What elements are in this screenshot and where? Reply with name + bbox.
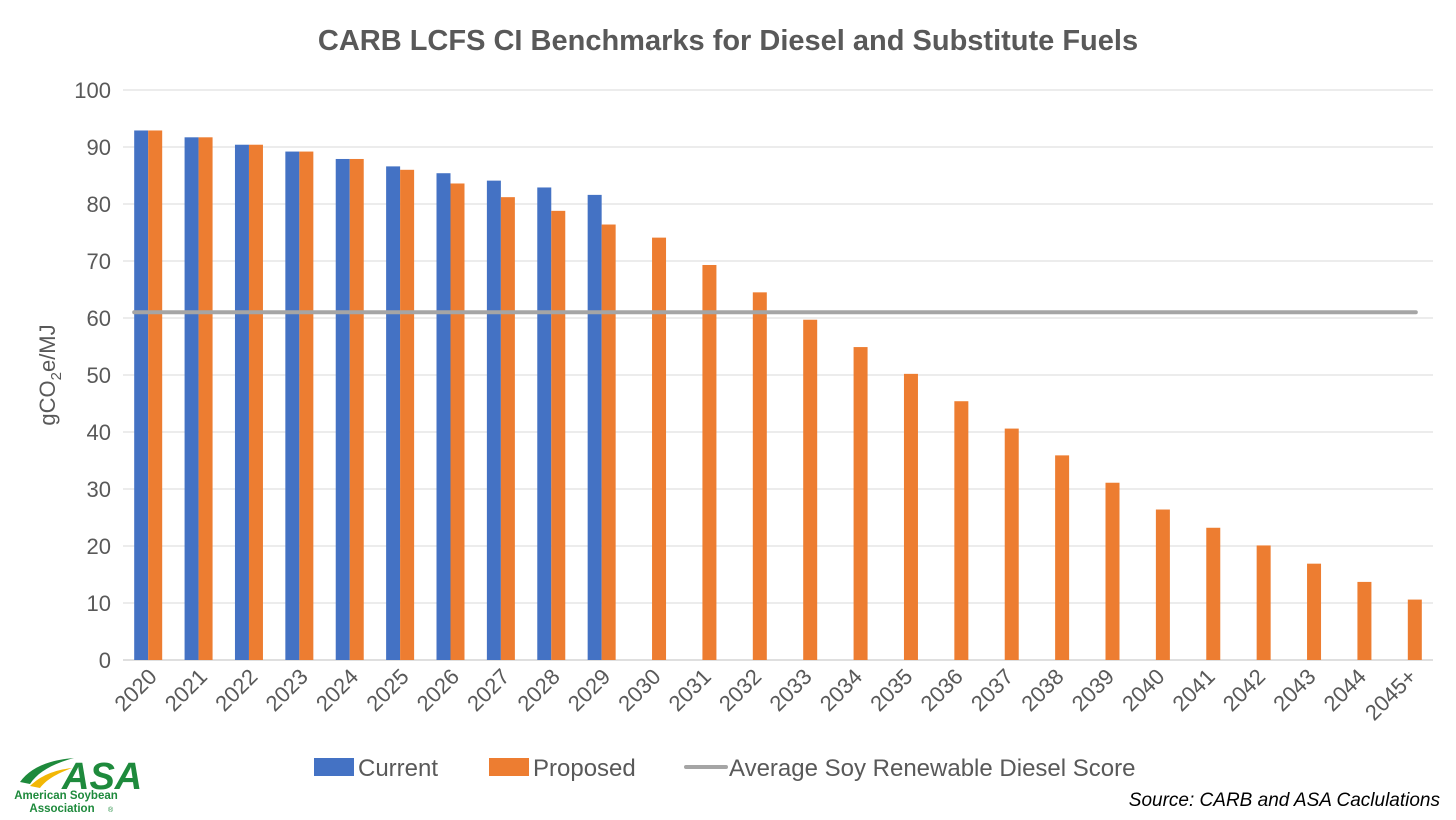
bars — [134, 130, 1422, 661]
x-tick-label-2034: 2034 — [815, 664, 867, 716]
logo-swoosh-green — [20, 758, 74, 784]
y-tick-label-100: 100 — [74, 78, 111, 103]
logo-abbr: ASA — [61, 756, 142, 798]
bar-proposed-2044 — [1357, 581, 1372, 660]
bar-current-2026 — [436, 173, 451, 660]
x-tick-label-2025: 2025 — [361, 664, 413, 716]
y-tick-label-90: 90 — [87, 135, 111, 160]
bar-current-2028 — [537, 187, 552, 660]
x-tick-label-2032: 2032 — [714, 664, 766, 716]
bar-proposed-2041 — [1206, 527, 1221, 660]
bar-proposed-2029 — [601, 224, 616, 660]
bar-proposed-2028 — [551, 210, 566, 660]
bar-proposed-2034 — [853, 347, 868, 660]
bar-current-2021 — [184, 137, 199, 660]
logo-line2: Association — [29, 803, 94, 815]
bar-proposed-2024 — [349, 158, 364, 660]
x-tick-label-2039: 2039 — [1067, 664, 1119, 716]
x-tick-label-2031: 2031 — [664, 664, 716, 716]
y-axis-label: gCO2e/MJ — [35, 324, 65, 425]
bar-current-2023 — [285, 151, 300, 660]
bar-proposed-2030 — [652, 237, 667, 660]
x-tick-label-2036: 2036 — [916, 664, 968, 716]
x-tick-label-2030: 2030 — [613, 664, 665, 716]
bar-proposed-2027 — [500, 197, 515, 660]
y-tick-label-40: 40 — [87, 420, 111, 445]
bar-current-2024 — [335, 158, 350, 660]
y-tick-label-0: 0 — [99, 648, 111, 673]
bar-proposed-2042 — [1256, 545, 1271, 660]
legend-label-current: Current — [358, 755, 438, 782]
x-tick-label-2040: 2040 — [1117, 664, 1169, 716]
y-tick-label-70: 70 — [87, 249, 111, 274]
x-tick-label-2033: 2033 — [764, 664, 816, 716]
bar-proposed-2043 — [1307, 563, 1322, 660]
x-tick-label-2042: 2042 — [1218, 664, 1270, 716]
y-tick-label-20: 20 — [87, 534, 111, 559]
x-tick-label-2026: 2026 — [412, 664, 464, 716]
asa-logo: ASA American Soybean Association ® — [14, 756, 142, 815]
bar-proposed-2033 — [803, 319, 818, 660]
x-tick-label-2020: 2020 — [109, 664, 161, 716]
chart-title: CARB LCFS CI Benchmarks for Diesel and S… — [318, 25, 1138, 57]
bar-current-2025 — [386, 166, 401, 660]
bar-proposed-2036 — [954, 401, 969, 660]
bar-proposed-2020 — [148, 130, 163, 661]
y-axis-ticks: 0 10 20 30 40 50 60 70 80 90 100 — [74, 78, 111, 673]
logo-registered-mark: ® — [108, 806, 114, 814]
y-axis-label-suffix: e/MJ — [35, 324, 60, 372]
x-tick-label-2043: 2043 — [1268, 664, 1320, 716]
x-tick-label-2038: 2038 — [1016, 664, 1068, 716]
y-tick-label-60: 60 — [87, 306, 111, 331]
legend: Current Proposed Average Soy Renewable Die… — [314, 755, 1135, 782]
source-note: Source: CARB and ASA Caclulations — [1129, 790, 1441, 811]
bar-current-2027 — [486, 180, 501, 660]
legend-label-average-soy-renewable-diesel-score: Average Soy Renewable Diesel Score — [729, 755, 1135, 782]
y-axis-label-subscript: 2 — [48, 372, 65, 380]
x-tick-label-2027: 2027 — [462, 664, 514, 716]
bar-proposed-2025 — [400, 169, 415, 661]
legend-swatch-current — [314, 758, 354, 776]
x-tick-label-2045plus: 2045+ — [1360, 664, 1421, 725]
x-tick-label-2024: 2024 — [311, 664, 363, 716]
logo-line1: American Soybean — [14, 790, 118, 802]
bar-proposed-2021 — [198, 137, 213, 660]
y-tick-label-10: 10 — [87, 591, 111, 616]
bar-proposed-2022 — [248, 144, 263, 661]
bar-proposed-2045+ — [1407, 599, 1422, 660]
x-tick-label-2022: 2022 — [210, 664, 262, 716]
logo-swoosh-yellow — [30, 768, 72, 788]
bar-proposed-2038 — [1055, 455, 1070, 660]
y-tick-label-80: 80 — [87, 192, 111, 217]
bar-proposed-2031 — [702, 264, 717, 660]
y-tick-label-30: 30 — [87, 477, 111, 502]
bar-proposed-2026 — [450, 183, 465, 661]
x-tick-label-2021: 2021 — [160, 664, 212, 716]
x-tick-label-2041: 2041 — [1168, 664, 1220, 716]
bar-proposed-2040 — [1155, 509, 1170, 660]
x-tick-label-2028: 2028 — [513, 664, 565, 716]
y-tick-label-50: 50 — [87, 363, 111, 388]
bar-current-2020 — [134, 130, 149, 661]
bar-current-2029 — [587, 194, 602, 660]
x-tick-label-2037: 2037 — [966, 664, 1018, 716]
legend-swatch-proposed — [489, 758, 529, 776]
bar-proposed-2035 — [903, 373, 918, 660]
bar-proposed-2037 — [1004, 428, 1019, 660]
bar-proposed-2039 — [1105, 482, 1120, 660]
bar-proposed-2023 — [299, 151, 314, 660]
x-tick-label-2023: 2023 — [261, 664, 313, 716]
x-tick-label-2029: 2029 — [563, 664, 615, 716]
legend-label-proposed: Proposed — [533, 755, 636, 782]
gridlines — [123, 89, 1433, 661]
bar-current-2022 — [234, 144, 249, 661]
y-axis-label-prefix: gCO — [35, 380, 60, 425]
x-axis-ticks: 2020202120222023202420252026202720282029… — [109, 664, 1421, 725]
x-tick-label-2035: 2035 — [865, 664, 917, 716]
bar-proposed-2032 — [752, 292, 767, 660]
